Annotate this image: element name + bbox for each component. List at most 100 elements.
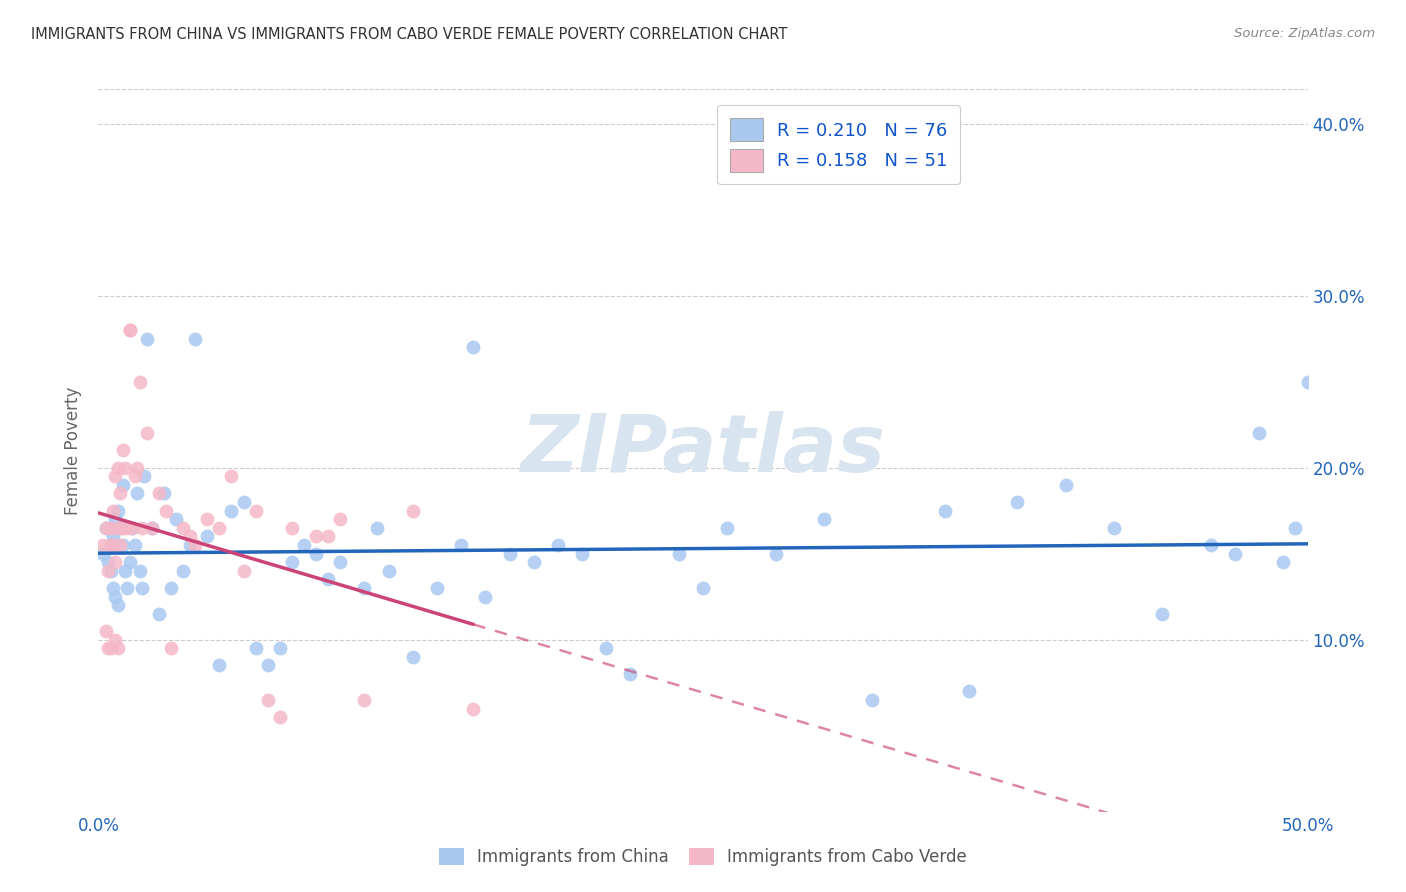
Point: [281, 521, 304, 535]
Point: [100, 564, 122, 578]
Point: [256, 658, 278, 673]
Point: [94, 521, 117, 535]
Point: [232, 564, 254, 578]
Point: [101, 529, 124, 543]
Point: [221, 469, 243, 483]
Point: [111, 521, 134, 535]
Point: [1102, 521, 1125, 535]
Point: [353, 581, 375, 595]
Point: [94, 624, 117, 639]
Point: [269, 641, 291, 656]
Point: [1296, 375, 1319, 389]
Point: [245, 641, 267, 656]
Point: [118, 323, 141, 337]
Point: [100, 538, 122, 552]
Point: [463, 701, 485, 715]
Point: [128, 375, 150, 389]
Point: [101, 538, 124, 552]
Point: [131, 521, 153, 535]
Point: [118, 323, 141, 337]
Point: [172, 564, 194, 578]
Point: [108, 521, 131, 535]
Point: [179, 529, 201, 543]
Point: [131, 581, 153, 595]
Point: [765, 547, 787, 561]
Point: [124, 469, 146, 483]
Point: [128, 564, 150, 578]
Point: [474, 590, 496, 604]
Text: IMMIGRANTS FROM CHINA VS IMMIGRANTS FROM CABO VERDE FEMALE POVERTY CORRELATION C: IMMIGRANTS FROM CHINA VS IMMIGRANTS FROM…: [31, 27, 787, 42]
Point: [100, 641, 122, 656]
Point: [668, 547, 690, 561]
Point: [195, 512, 218, 526]
Point: [221, 503, 243, 517]
Point: [934, 503, 956, 517]
Point: [957, 684, 980, 698]
Point: [208, 658, 231, 673]
Point: [716, 521, 738, 535]
Point: [232, 495, 254, 509]
Point: [148, 607, 170, 621]
Point: [100, 521, 122, 535]
Point: [316, 573, 339, 587]
Point: [141, 521, 163, 535]
Point: [1199, 538, 1222, 552]
Point: [1284, 521, 1306, 535]
Point: [245, 503, 267, 517]
Point: [101, 503, 124, 517]
Point: [184, 538, 207, 552]
Point: [97, 564, 120, 578]
Point: [107, 599, 129, 613]
Point: [141, 521, 163, 535]
Point: [292, 538, 315, 552]
Legend: Immigrants from China, Immigrants from Cabo Verde: Immigrants from China, Immigrants from C…: [432, 841, 974, 873]
Point: [91, 538, 114, 552]
Point: [498, 547, 520, 561]
Point: [195, 529, 218, 543]
Point: [97, 641, 120, 656]
Point: [111, 478, 134, 492]
Point: [353, 693, 375, 707]
Point: [104, 590, 127, 604]
Point: [305, 529, 328, 543]
Point: [179, 538, 201, 552]
Point: [329, 512, 352, 526]
Point: [619, 667, 641, 681]
Point: [107, 503, 129, 517]
Point: [256, 693, 278, 707]
Point: [104, 469, 127, 483]
Point: [124, 538, 146, 552]
Point: [94, 521, 117, 535]
Point: [1007, 495, 1029, 509]
Point: [402, 649, 425, 664]
Point: [155, 503, 177, 517]
Point: [111, 443, 134, 458]
Point: [547, 538, 569, 552]
Point: [97, 555, 120, 569]
Y-axis label: Female Poverty: Female Poverty: [65, 386, 83, 515]
Point: [160, 641, 183, 656]
Point: [571, 547, 593, 561]
Point: [184, 332, 207, 346]
Point: [1272, 555, 1295, 569]
Point: [1223, 547, 1246, 561]
Point: [121, 521, 143, 535]
Point: [121, 521, 143, 535]
Point: [860, 693, 883, 707]
Legend: R = 0.210   N = 76, R = 0.158   N = 51: R = 0.210 N = 76, R = 0.158 N = 51: [717, 105, 960, 185]
Point: [426, 581, 449, 595]
Text: ZIPatlas: ZIPatlas: [520, 411, 886, 490]
Point: [1249, 426, 1271, 441]
Point: [108, 486, 131, 500]
Point: [104, 512, 127, 526]
Point: [316, 529, 339, 543]
Point: [329, 555, 352, 569]
Point: [1152, 607, 1174, 621]
Point: [135, 332, 157, 346]
Point: [450, 538, 472, 552]
Point: [135, 426, 157, 441]
Point: [165, 512, 187, 526]
Point: [377, 564, 399, 578]
Point: [152, 486, 174, 500]
Point: [1054, 478, 1077, 492]
